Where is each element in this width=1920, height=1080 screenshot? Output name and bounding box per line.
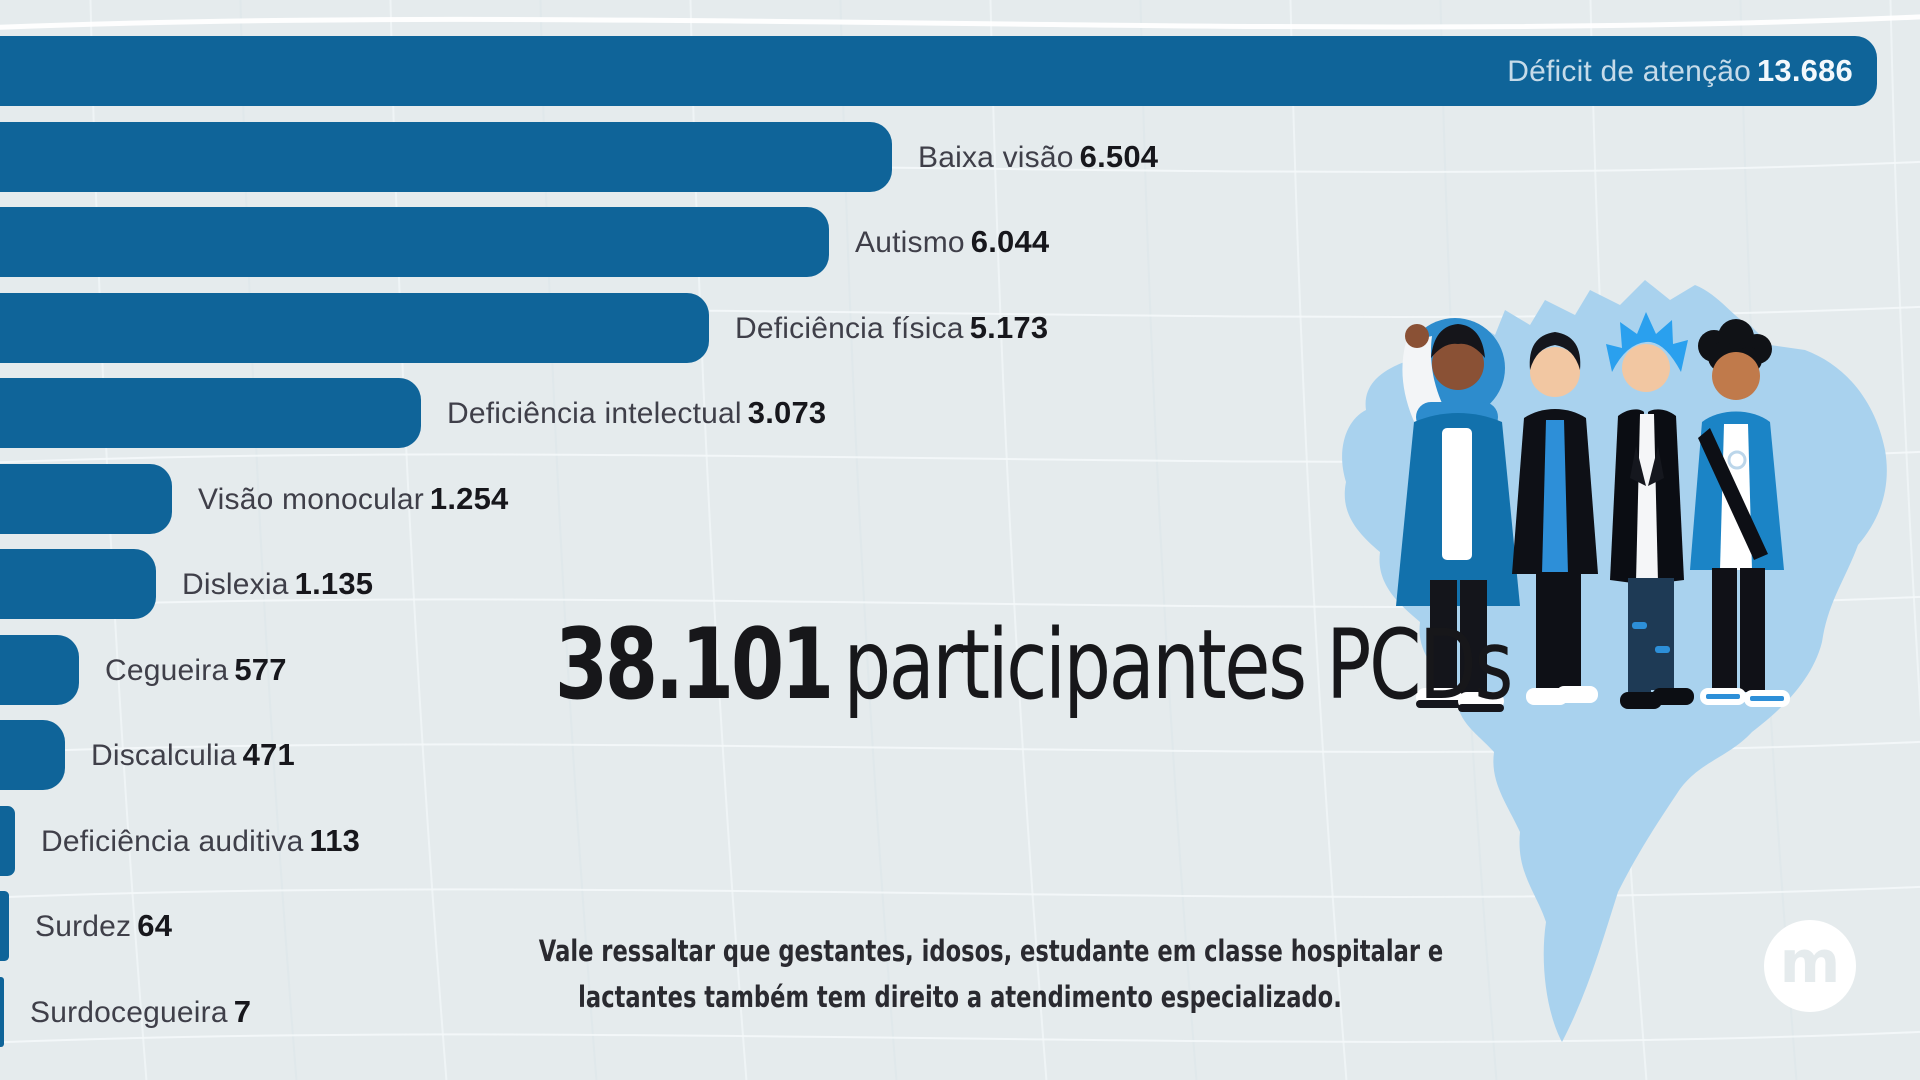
bar-label: Autismo 6.044 xyxy=(855,224,1049,260)
bar xyxy=(0,720,65,790)
bar-category: Baixa visão xyxy=(918,140,1074,174)
bar-label: Visão monocular 1.254 xyxy=(198,481,508,517)
bar xyxy=(0,634,79,705)
bar-value: 6.044 xyxy=(970,224,1050,259)
bar xyxy=(0,36,1877,106)
bar-row: Surdez 64 xyxy=(0,891,1920,961)
bar-row: Déficit de atenção 13.686 xyxy=(0,36,1920,106)
bar xyxy=(0,891,9,961)
bar-label: Déficit de atenção 13.686 xyxy=(1507,53,1853,89)
bar-label: Surdocegueira 7 xyxy=(30,994,251,1030)
grid-line xyxy=(1139,0,1198,1080)
bar-value: 7 xyxy=(233,993,252,1029)
bar-category: Cegueira xyxy=(105,653,229,687)
bar xyxy=(0,805,15,876)
bar-label: Cegueira 577 xyxy=(105,652,287,688)
total-label: participantes PCDs xyxy=(843,609,1514,721)
bar-row: Surdocegueira 7 xyxy=(0,976,1920,1047)
bar-value: 13.686 xyxy=(1756,53,1853,88)
footnote-line-2: lactantes também tem direito a atendimen… xyxy=(578,980,1342,1014)
bar-value: 3.073 xyxy=(747,395,827,430)
person-2-icon xyxy=(1512,332,1598,705)
bar-category: Surdez xyxy=(35,910,132,943)
bar-value: 577 xyxy=(234,651,287,687)
grid-line xyxy=(0,1030,1920,1044)
footnote: Vale ressaltar que gestantes, idosos, es… xyxy=(420,928,1500,1020)
bar xyxy=(0,549,156,619)
bar xyxy=(0,378,421,448)
grid-line xyxy=(1289,0,1348,1080)
bar-label: Discalculia 471 xyxy=(91,737,295,773)
grid-line xyxy=(0,885,1920,899)
bar xyxy=(0,207,829,277)
bar-row: Cegueira 577 xyxy=(0,634,1920,705)
bar-row: Baixa visão 6.504 xyxy=(0,121,1920,192)
bar-label: Surdez 64 xyxy=(35,908,172,944)
bar xyxy=(0,463,172,534)
bar-category: Surdocegueira xyxy=(30,995,228,1029)
footnote-line-1: Vale ressaltar que gestantes, idosos, es… xyxy=(538,934,1444,968)
bar-row: Autismo 6.044 xyxy=(0,207,1920,277)
bar xyxy=(0,976,4,1047)
bar-category: Visão monocular xyxy=(198,482,424,516)
bar-row: Deficiência intelectual 3.073 xyxy=(0,378,1920,448)
bar-label: Dislexia 1.135 xyxy=(182,566,373,602)
person-1-icon xyxy=(1396,318,1520,712)
grid-line xyxy=(1889,0,1920,720)
bar-label: Baixa visão 6.504 xyxy=(918,139,1158,175)
bar-value: 1.254 xyxy=(429,480,509,516)
brazil-map-people-illustration xyxy=(1342,280,1887,1042)
bar-category: Discalculia xyxy=(91,739,237,772)
bar-label: Deficiência auditiva 113 xyxy=(41,823,360,859)
bar-category: Deficiência intelectual xyxy=(447,397,742,430)
bar-row: Discalculia 471 xyxy=(0,720,1920,790)
person-4-icon xyxy=(1690,319,1790,707)
bar-category: Deficiência auditiva xyxy=(41,824,304,858)
bar-value: 471 xyxy=(242,737,295,772)
people-illustration xyxy=(1396,312,1790,712)
bar-label: Deficiência intelectual 3.073 xyxy=(447,395,826,431)
logo-letter-m: m xyxy=(1779,928,1841,996)
bar-value: 1.135 xyxy=(294,566,374,601)
bar-row: Dislexia 1.135 xyxy=(0,549,1920,619)
bar xyxy=(0,292,709,363)
grid-line xyxy=(0,14,1920,30)
bar-row: Deficiência física 5.173 xyxy=(0,292,1920,363)
logo-badge: m xyxy=(1764,920,1856,1012)
bar-category: Dislexia xyxy=(182,568,289,601)
bar-row: Deficiência auditiva 113 xyxy=(0,805,1920,876)
person-3-icon xyxy=(1606,312,1694,709)
bar-row: Visão monocular 1.254 xyxy=(0,463,1920,534)
total-number: 38.101 xyxy=(554,608,834,722)
bar-value: 113 xyxy=(309,822,361,858)
bar-label: Deficiência física 5.173 xyxy=(735,310,1048,346)
bar-category: Déficit de atenção xyxy=(1507,55,1751,88)
grid-line xyxy=(989,0,1048,1080)
bar-category: Deficiência física xyxy=(735,311,964,345)
bar-value: 64 xyxy=(137,908,173,943)
total-participants-heading: 38.101 participantes PCDs xyxy=(420,608,1514,722)
bar xyxy=(0,121,892,192)
bar-value: 6.504 xyxy=(1079,138,1159,174)
bar-category: Autismo xyxy=(855,226,965,259)
bar-value: 5.173 xyxy=(969,309,1049,345)
